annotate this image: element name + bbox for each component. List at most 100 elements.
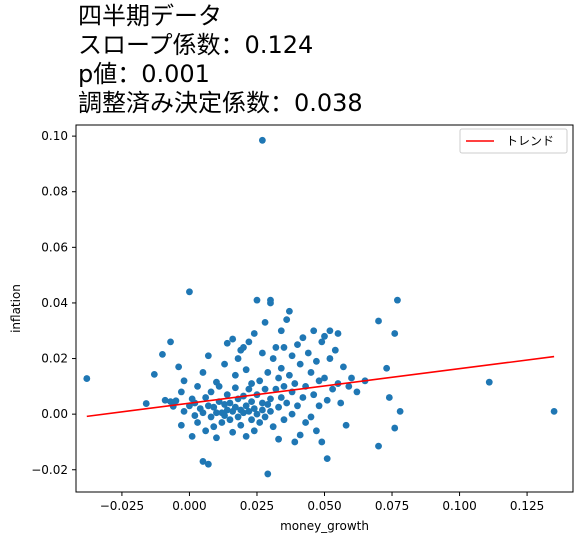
trend-layer [86,355,555,418]
data-point [280,344,288,351]
data-point [277,327,285,335]
data-point [186,288,193,296]
data-point [288,352,296,360]
data-point [175,363,183,371]
data-point [231,384,239,392]
data-point [258,136,266,144]
data-point [248,398,255,406]
data-point [285,307,293,315]
data-point [229,335,237,343]
data-point [221,360,228,368]
data-point [221,412,228,419]
data-point [202,394,210,401]
data-point [177,421,185,429]
legend: トレンド [459,128,568,154]
x-tick-label: 0.100 [442,499,476,513]
data-point [245,385,253,393]
data-point [248,380,255,387]
data-point [261,319,269,326]
data-point [283,399,291,407]
data-point [337,399,345,407]
data-point [231,371,239,379]
data-point [277,364,285,372]
data-point [264,470,272,478]
data-point [194,419,201,426]
data-point [242,366,250,374]
data-point [258,406,266,414]
data-point [310,327,318,335]
legend-trend-label: トレンド [506,134,554,148]
y-tick-label: 0.06 [41,240,68,254]
data-point [323,455,331,463]
data-point [226,399,234,407]
data-point [240,409,247,417]
data-point [245,338,253,346]
data-point [204,402,212,410]
data-point [296,431,304,439]
data-point [391,424,399,432]
data-point [234,413,242,421]
data-point [191,412,199,419]
data-point [258,349,266,357]
title-line-3: p値：0.001 [78,60,210,88]
x-tick-label: 0.050 [307,499,341,513]
data-point [161,396,169,404]
data-point [318,438,326,446]
data-point [207,388,215,396]
title-line-4: 調整済み決定係数：0.038 [78,89,363,117]
data-point [204,460,212,468]
data-point [321,332,328,340]
data-point [218,419,226,426]
data-point [294,402,301,410]
data-point [275,435,282,443]
x-tick-label: 0.025 [240,499,274,513]
data-point [240,344,247,351]
data-point [275,374,282,382]
data-point [248,416,255,424]
data-point [310,391,318,399]
data-point [396,407,404,415]
data-point [250,330,258,337]
data-point [329,385,337,393]
data-point [159,350,166,358]
data-point [83,375,91,382]
data-point [215,382,223,390]
data-point [345,382,353,390]
data-point [267,395,274,403]
y-tick-label: −0.02 [31,463,68,477]
y-tick-label: 0.00 [41,407,68,421]
data-point [353,388,361,396]
data-point [326,327,334,335]
data-point [245,407,253,415]
x-tick-label: 0.000 [172,499,206,513]
data-point [307,413,315,421]
data-point [342,421,350,429]
data-point [321,374,328,382]
data-point [485,378,493,386]
data-point [229,428,237,436]
x-axis-label: money_growth [280,519,369,533]
data-point [288,410,296,418]
data-point [253,410,261,418]
x-tick-label: 0.075 [375,499,409,513]
data-point [223,391,231,399]
data-point [210,423,218,431]
data-point [318,338,326,346]
data-point [315,377,323,385]
data-point [142,400,150,407]
data-point [150,370,158,378]
data-point [280,382,288,390]
data-point [267,296,274,304]
data-point [210,403,218,411]
data-point [312,427,320,435]
data-point [315,402,323,410]
data-point [237,421,245,429]
x-tick-label: 0.125 [510,499,544,513]
data-point [269,423,277,431]
y-axis-label: inflation [9,284,23,333]
data-point [299,334,307,342]
data-point [391,330,399,337]
data-point [385,394,393,401]
data-point [231,403,239,411]
data-point [312,357,320,365]
